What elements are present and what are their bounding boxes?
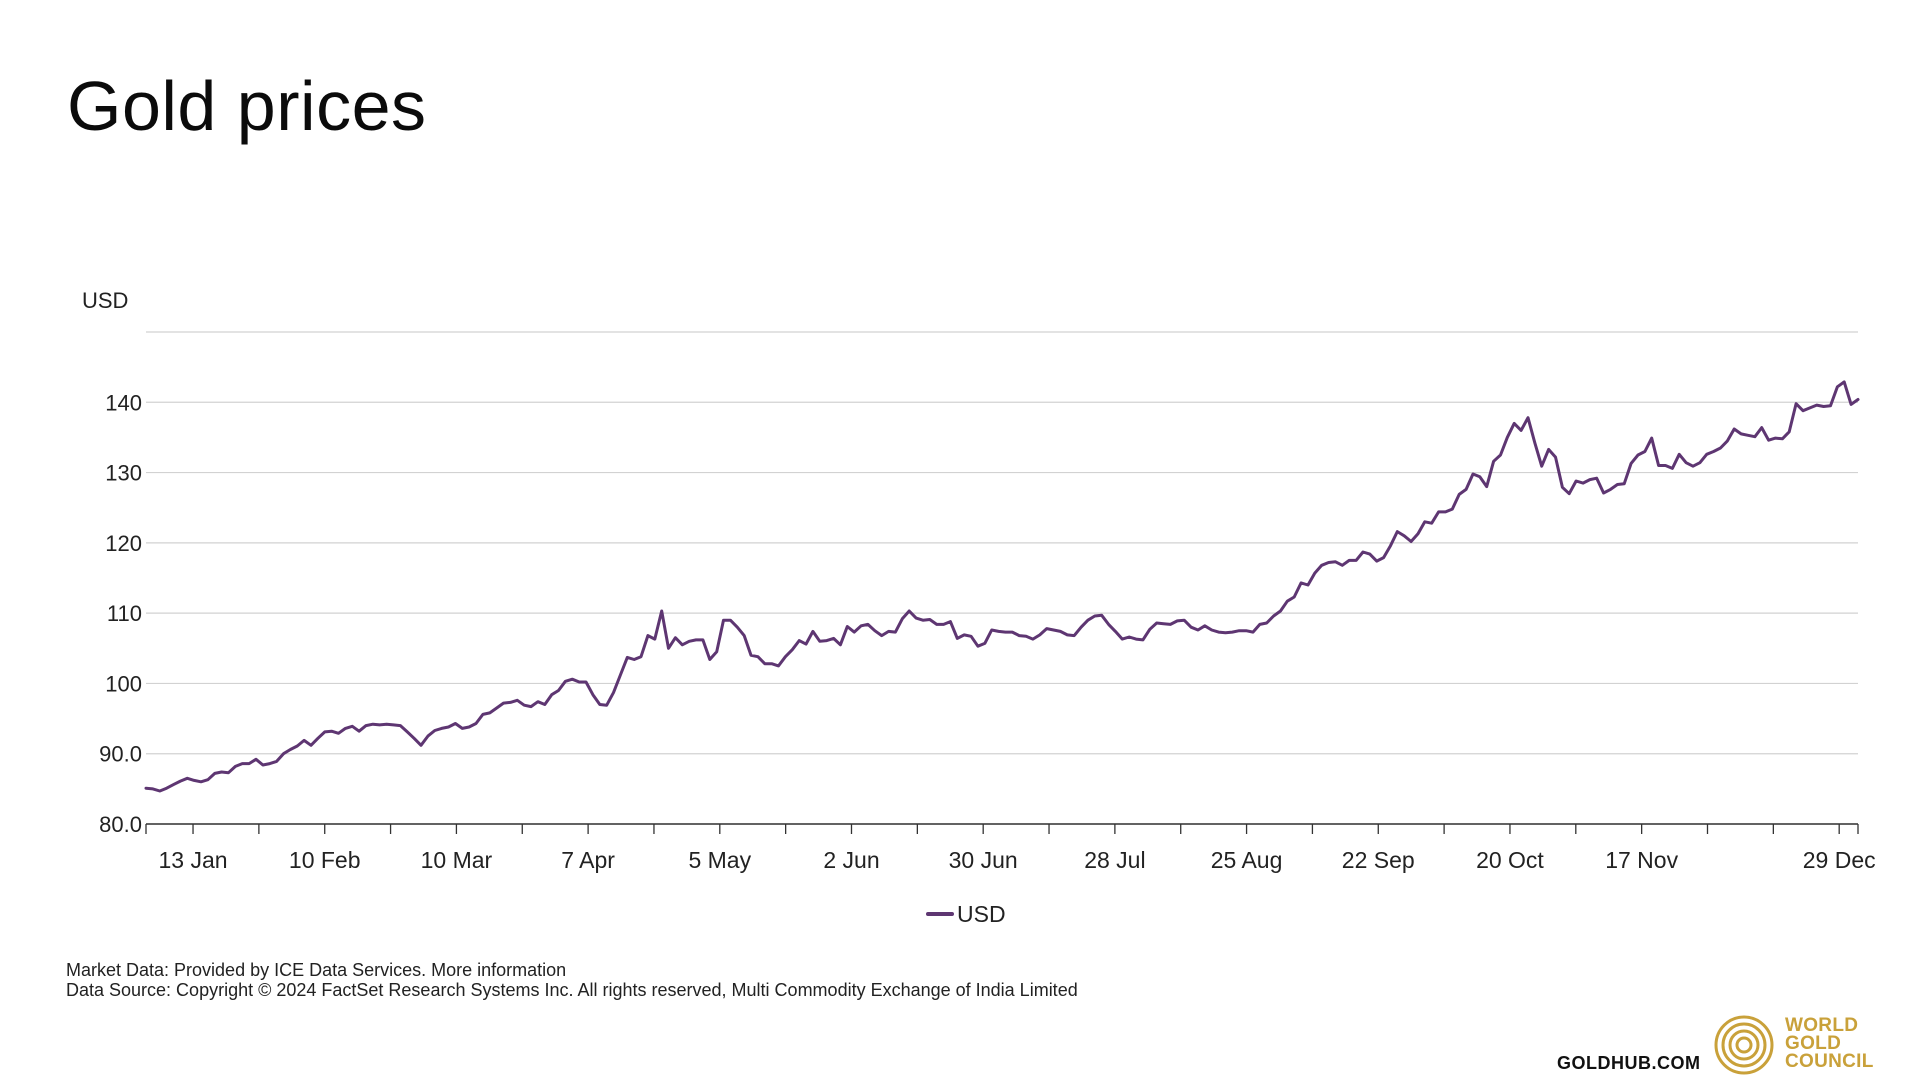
x-axis: 13 Jan 10 Feb 10 Mar 7 Apr 5 May 2 Jun 30 Jun 2… <box>145 823 1876 873</box>
footnote-market-data: Market Data: Provided by ICE Data Servic… <box>66 960 567 980</box>
x-tick-label: 20 Oct <box>1476 847 1544 873</box>
y-tick-label: 140 <box>105 390 142 415</box>
world-gold-council-logo-icon <box>1714 1015 1774 1075</box>
y-axis-label: USD <box>82 288 128 313</box>
x-tick-label: 30 Jun <box>949 847 1018 873</box>
gold-price-chart: USD 80.0 90.0 100 110 120 130 140 13 Jan 10 Feb… <box>82 288 1876 927</box>
series-line-usd[interactable] <box>144 380 1860 793</box>
x-tick-label: 10 Mar <box>421 847 493 873</box>
x-tick-label: 17 Nov <box>1605 847 1678 873</box>
x-tick-label: 25 Aug <box>1211 847 1283 873</box>
x-tick-label: 2 Jun <box>823 847 879 873</box>
footnote-data-source: Data Source: Copyright © 2024 FactSet Re… <box>66 980 1078 1000</box>
y-tick-label: 80.0 <box>99 812 142 837</box>
legend-label-usd[interactable]: USD <box>957 901 1006 927</box>
goldhub-link[interactable]: GOLDHUB.COM <box>1557 1053 1701 1073</box>
x-tick-label: 29 Dec <box>1803 847 1876 873</box>
y-tick-label: 90.0 <box>99 742 142 767</box>
wordmark-line: WORLD <box>1785 1015 1859 1036</box>
y-tick-label: 120 <box>105 531 142 556</box>
y-tick-label: 130 <box>105 461 142 486</box>
x-tick-label: 5 May <box>688 847 751 873</box>
gridlines <box>146 331 1858 825</box>
x-tick-label: 13 Jan <box>159 847 228 873</box>
x-tick-label: 10 Feb <box>289 847 361 873</box>
x-tick-label: 22 Sep <box>1342 847 1415 873</box>
y-axis-ticks: 80.0 90.0 100 110 120 130 140 <box>99 390 142 837</box>
x-tick-label: 28 Jul <box>1084 847 1145 873</box>
legend[interactable]: USD <box>926 901 1006 927</box>
x-tick-label: 7 Apr <box>561 847 615 873</box>
y-tick-label: 110 <box>107 601 142 626</box>
series-layer <box>144 380 1860 793</box>
world-gold-council-wordmark: WORLD GOLD COUNCIL <box>1785 1015 1874 1072</box>
page-title: Gold prices <box>67 67 427 145</box>
wordmark-line: COUNCIL <box>1785 1051 1874 1072</box>
y-tick-label: 100 <box>105 671 142 696</box>
wordmark-line: GOLD <box>1785 1033 1842 1054</box>
